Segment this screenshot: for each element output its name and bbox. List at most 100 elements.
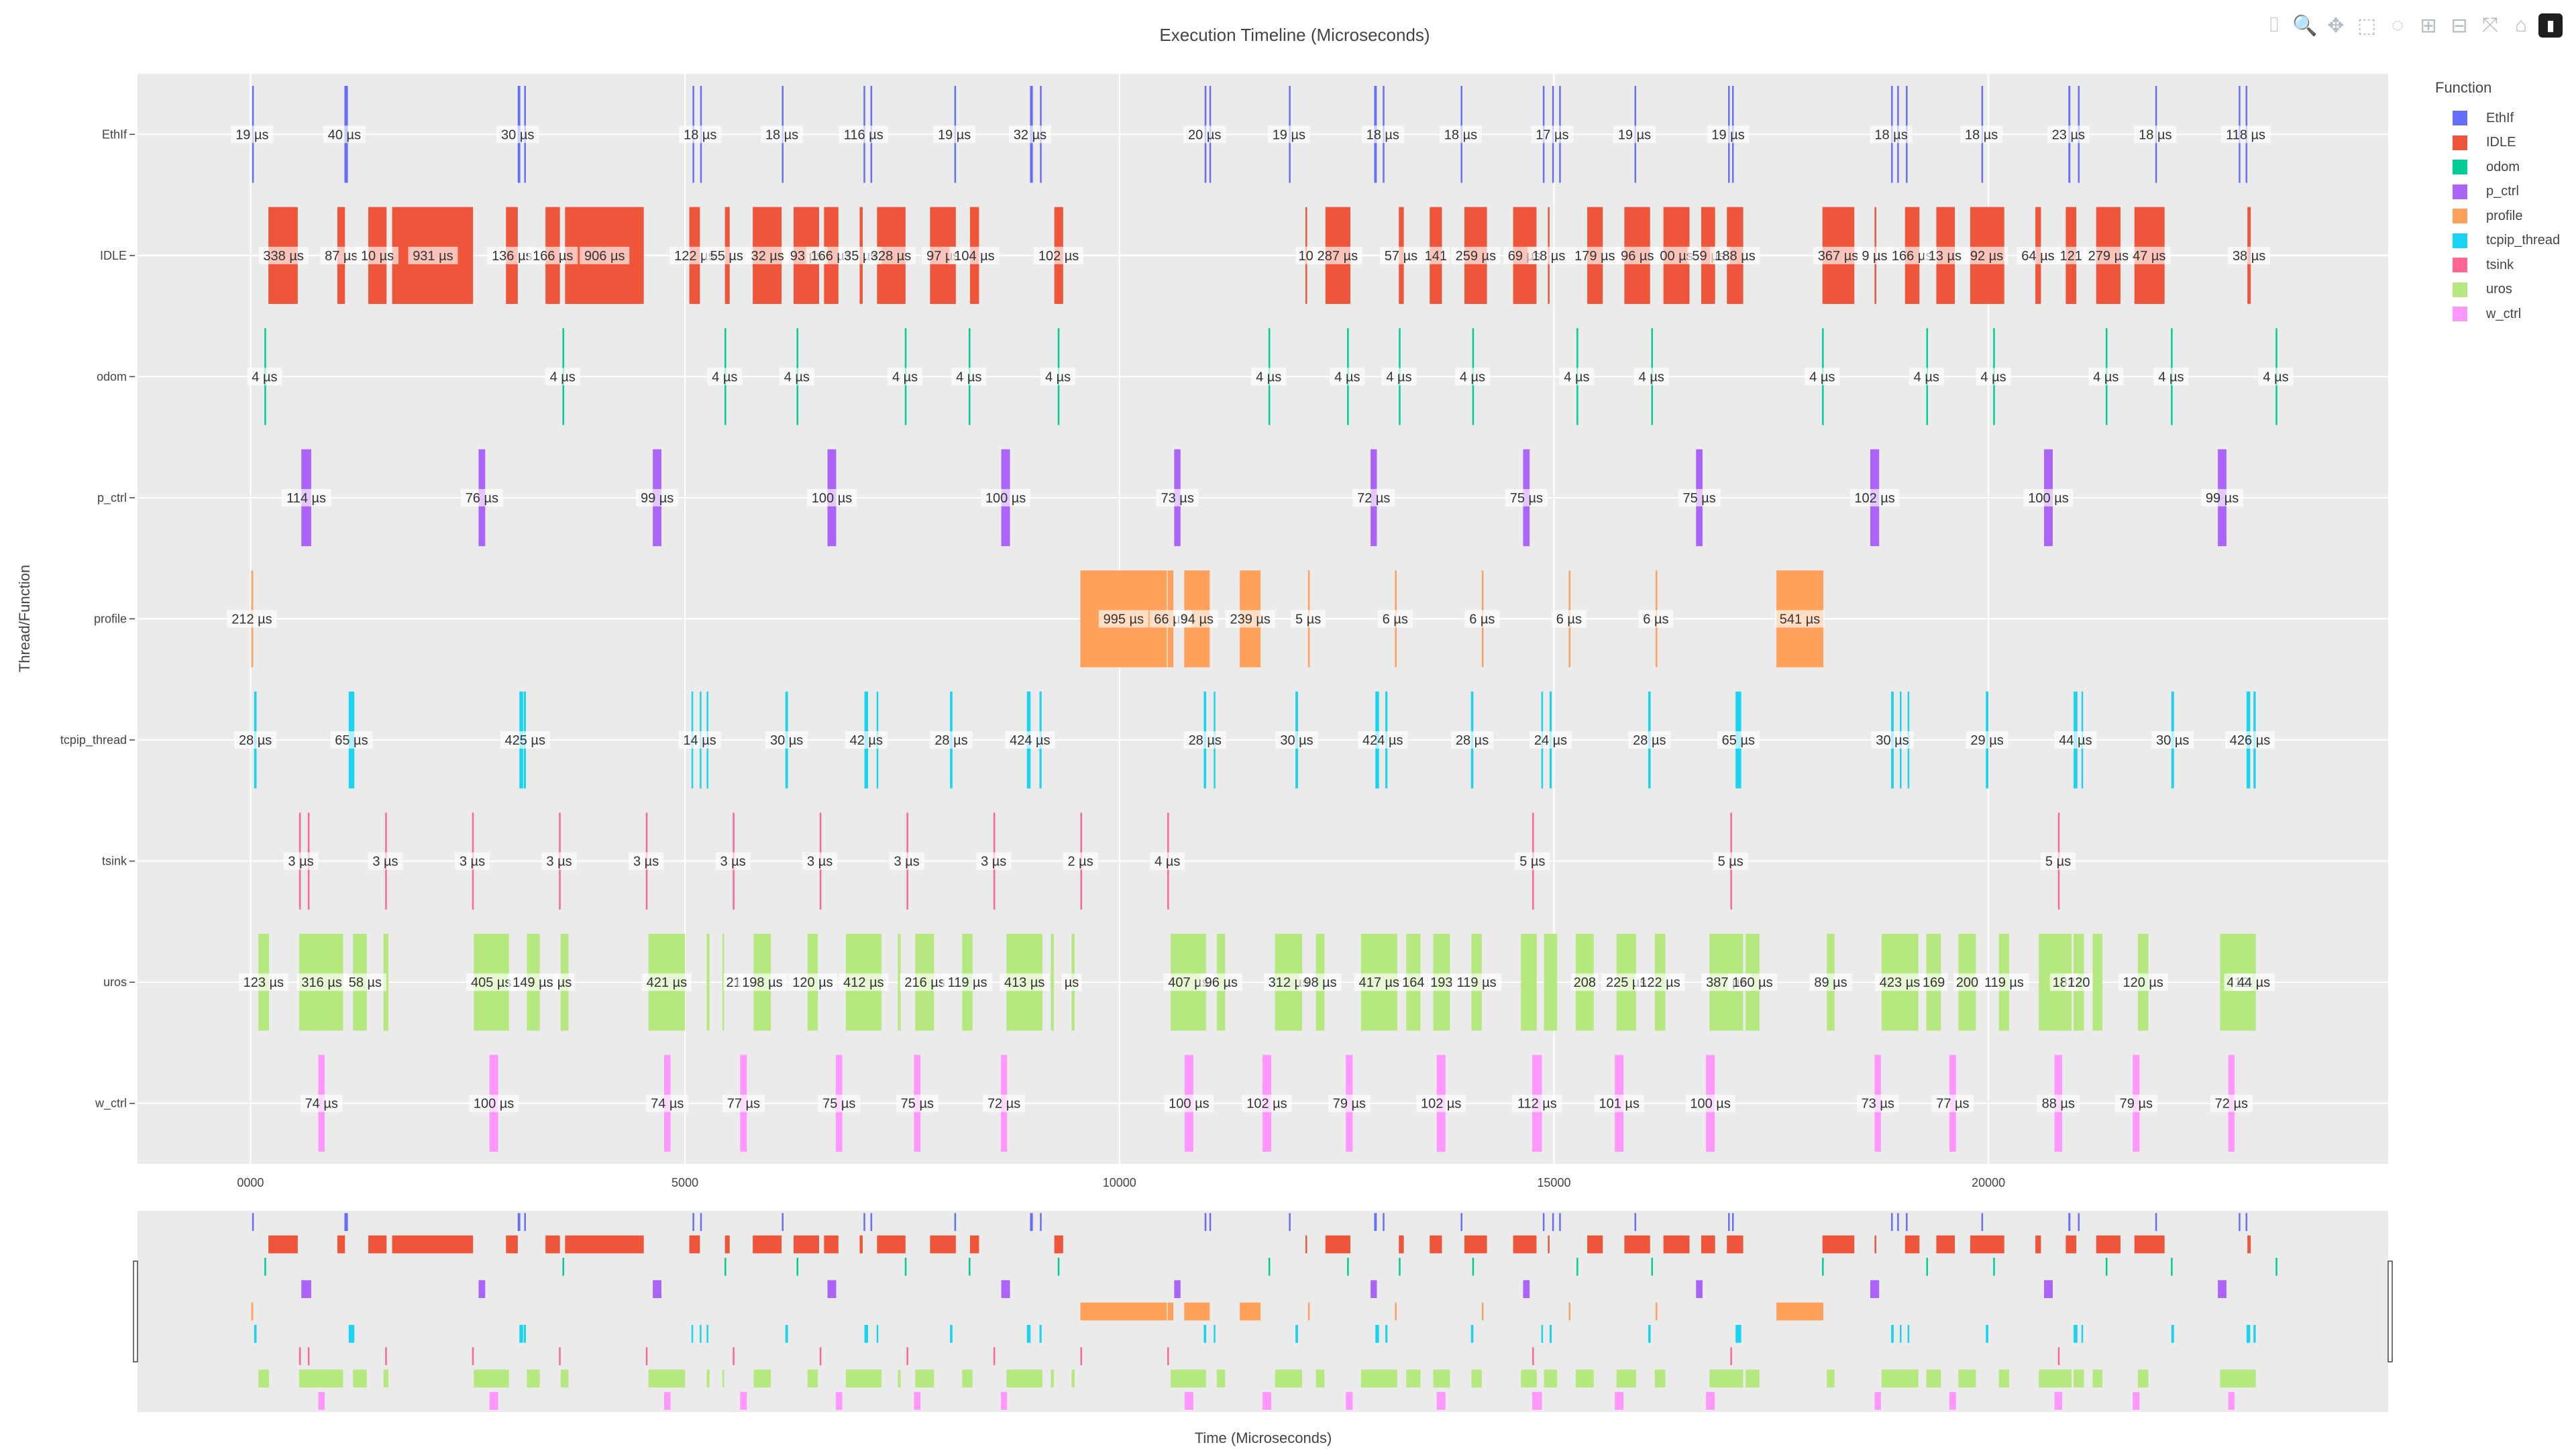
slider-bar-EthIf: [2078, 1213, 2080, 1231]
bar-label: 6 µs: [1469, 612, 1495, 627]
autoscale-icon[interactable]: ⤧: [2482, 14, 2498, 36]
slider-bar-tcpip_thread: [2171, 1325, 2174, 1343]
bar-uros[interactable]: [2092, 933, 2103, 1031]
slider-bar-EthIf: [344, 1213, 348, 1231]
legend-item-IDLE[interactable]: IDLE: [2435, 131, 2560, 156]
legend-item-EthIf[interactable]: EthIf: [2435, 106, 2560, 131]
bar-label: 312 µs: [1269, 975, 1309, 990]
bar-uros[interactable]: [1051, 933, 1054, 1031]
camera-icon[interactable]: ⌷: [2268, 14, 2280, 36]
slider-bar-uros: [315, 1369, 343, 1388]
slider-bar-odom: [1651, 1258, 1654, 1276]
bar-label-background: [629, 852, 664, 870]
bar-label: 3 µs: [807, 855, 833, 869]
bar-label: 541 µs: [1780, 612, 1820, 627]
bar-label-background: [765, 731, 808, 749]
zoom-out-icon[interactable]: ⊟: [2451, 14, 2468, 37]
slider-bar-profile: [1568, 1302, 1570, 1321]
slider-bar-uros: [1360, 1369, 1397, 1388]
bar-label: 79 µs: [2120, 1097, 2153, 1112]
bar-label: 64 µs: [2021, 249, 2054, 264]
bar-label-background: [1570, 246, 1620, 264]
bar-label-background: [1856, 1094, 1899, 1112]
bar-uros[interactable]: [722, 933, 724, 1031]
zoom-icon[interactable]: 🔍: [2292, 14, 2318, 37]
legend-item-w_ctrl[interactable]: w_ctrl: [2435, 302, 2560, 327]
bar-label: 3 µs: [372, 855, 398, 869]
slider-bar-uros: [2137, 1369, 2149, 1388]
bar-label-background: [1775, 610, 1825, 628]
legend-item-odom[interactable]: odom: [2435, 155, 2560, 180]
lasso-icon[interactable]: ◌: [2392, 14, 2404, 36]
bar-uros[interactable]: [706, 933, 710, 1031]
slider-bar-tcpip_thread: [2246, 1325, 2251, 1343]
slider-bar-uros: [1071, 1369, 1075, 1388]
bar-uros[interactable]: [898, 933, 901, 1031]
bar-label-background: [1505, 488, 1548, 506]
legend-item-tcpip_thread[interactable]: tcpip_thread: [2435, 229, 2560, 254]
bar-uros[interactable]: [1521, 933, 1537, 1031]
bar-label-background: [1416, 1094, 1466, 1112]
range-slider-left-handle[interactable]: [133, 1260, 138, 1362]
slider-bar-odom: [2106, 1258, 2108, 1276]
slider-bar-EthIf: [2068, 1213, 2071, 1231]
slider-bar-uros: [1275, 1369, 1303, 1388]
slider-bar-EthIf: [1731, 1213, 1734, 1231]
bar-label-background: [2228, 246, 2271, 264]
plotly-logo-icon[interactable]: ▮: [2538, 13, 2563, 38]
bar-label: 17 µs: [1536, 127, 1568, 142]
bar-label-background: [2017, 246, 2059, 264]
bar-label-background: [1183, 731, 1226, 749]
bar-uros[interactable]: [1544, 933, 1558, 1031]
bar-label: 32 µs: [1014, 127, 1046, 142]
bar-label: 4 µs: [1045, 370, 1071, 384]
bar-label: 102 µs: [1854, 491, 1894, 506]
slider-bar-IDLE: [1701, 1235, 1715, 1254]
bar-label: 4 µs: [2158, 370, 2184, 384]
bar-label: 122 µs: [674, 249, 714, 264]
slider-bar-tsink: [307, 1347, 310, 1365]
legend-item-p_ctrl[interactable]: p_ctrl: [2435, 180, 2560, 205]
zoom-in-icon[interactable]: ⊞: [2420, 14, 2437, 37]
slider-bar-uros: [2039, 1369, 2059, 1388]
bar-label-background: [1251, 368, 1287, 386]
bar-label-background: [283, 852, 319, 870]
bar-label: 75 µs: [1682, 491, 1715, 506]
slider-bar-IDLE: [2035, 1235, 2041, 1254]
home-icon[interactable]: ⌂: [2514, 14, 2528, 36]
range-slider-right-handle[interactable]: [2387, 1260, 2393, 1362]
slider-bar-EthIf: [1542, 1213, 1545, 1231]
bar-label: 193: [1430, 975, 1452, 990]
bar-label-background: [2118, 973, 2168, 991]
y-tick-label: w_ctrl: [95, 1097, 127, 1111]
slider-bar-tsink: [993, 1347, 996, 1365]
pan-icon[interactable]: ✥: [2327, 14, 2345, 37]
bar-label: 4 µs: [784, 370, 810, 384]
range-slider[interactable]: [133, 1211, 2393, 1412]
bar-label: 3 µs: [981, 855, 1006, 869]
bar-label: 94 µs: [1181, 612, 1214, 627]
bar-label-background: [2057, 246, 2085, 264]
slider-bar-odom: [1057, 1258, 1060, 1276]
bar-label-background: [1635, 973, 1685, 991]
slider-bar-uros: [1881, 1369, 1919, 1388]
legend-item-tsink[interactable]: tsink: [2435, 253, 2560, 278]
bar-label-background: [300, 1094, 343, 1112]
bar-label-background: [2054, 731, 2097, 749]
slider-bar-tsink: [645, 1347, 648, 1365]
bar-label-background: [1920, 973, 1948, 991]
y-tick-label: IDLE: [100, 249, 127, 262]
box-select-icon[interactable]: ⬚: [2357, 14, 2377, 37]
legend-item-uros[interactable]: uros: [2435, 278, 2560, 303]
bar-label: 123 µs: [244, 975, 284, 990]
bar-label-background: [1421, 246, 1450, 264]
slider-bar-uros: [1544, 1369, 1558, 1388]
legend-item-profile[interactable]: profile: [2435, 204, 2560, 229]
slider-bar-tcpip_thread: [348, 1325, 355, 1343]
slider-bar-tsink: [472, 1347, 474, 1365]
bar-label: 121: [2060, 249, 2082, 264]
bar-label: 4 µs: [2263, 370, 2288, 384]
slider-bar-uros: [915, 1369, 934, 1388]
bar-label: 3 µs: [546, 855, 572, 869]
slider-bar-IDLE: [337, 1235, 345, 1254]
